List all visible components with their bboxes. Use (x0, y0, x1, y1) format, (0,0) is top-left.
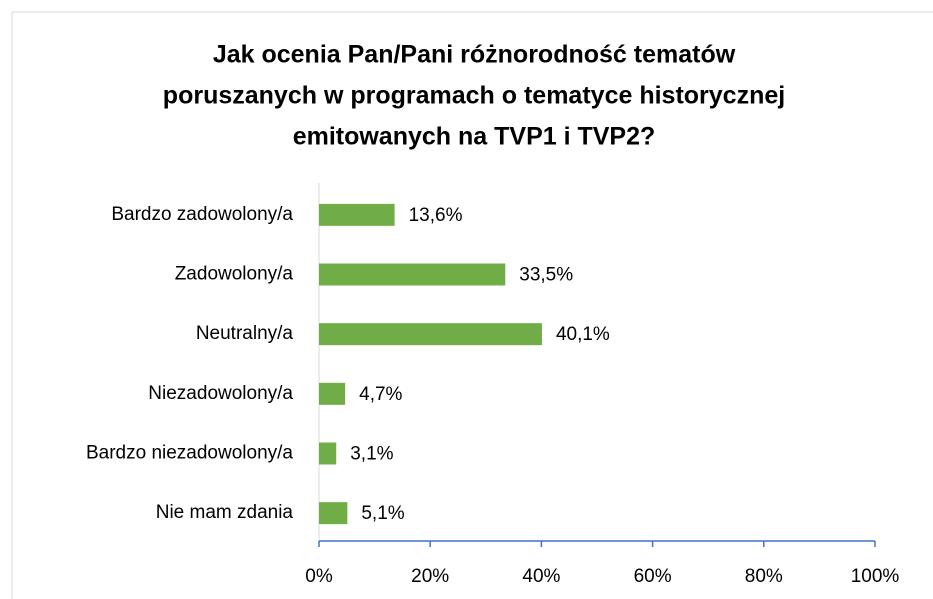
x-tick-label: 40% (522, 566, 560, 587)
x-tick-label: 0% (305, 566, 333, 587)
bar (319, 203, 395, 226)
data-label: 5,1% (361, 503, 404, 524)
data-label: 13,6% (409, 205, 463, 226)
y-tick-label: Nie mam zdania (156, 502, 294, 523)
data-label: 3,1% (350, 444, 393, 465)
bar (319, 442, 337, 465)
bar (319, 263, 506, 286)
y-tick-label: Zadowolony/a (175, 264, 294, 285)
y-tick-label: Bardzo niezadowolony/a (86, 443, 293, 464)
y-tick-label: Niezadowolony/a (148, 383, 293, 404)
data-label: 33,5% (519, 265, 573, 286)
bar (319, 382, 346, 405)
data-label: 40,1% (556, 324, 610, 345)
y-tick-label: Neutralny/a (196, 323, 294, 344)
x-tick-label: 20% (411, 566, 449, 587)
x-tick-label: 80% (745, 566, 783, 587)
bar (319, 323, 542, 346)
chart-title: emitowanych na TVP1 i TVP2? (293, 123, 656, 151)
data-label: 4,7% (359, 384, 402, 405)
chart-title: Jak ocenia Pan/Pani różnorodność tematów (213, 41, 736, 69)
x-tick-label: 60% (634, 566, 672, 587)
chart-title: poruszanych w programach o tematyce hist… (163, 82, 785, 110)
bar (319, 502, 348, 525)
y-tick-label: Bardzo zadowolony/a (111, 204, 293, 225)
x-tick-label: 100% (851, 566, 900, 587)
